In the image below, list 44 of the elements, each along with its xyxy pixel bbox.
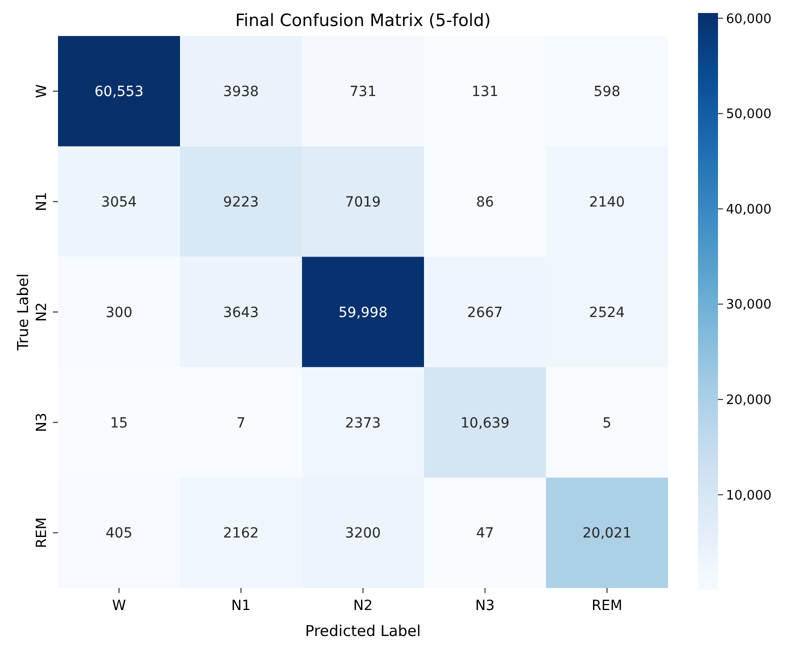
data-label: 2373 <box>345 415 381 432</box>
color-bar-label: 60,000 <box>726 12 772 27</box>
color-bar-label: 50,000 <box>726 107 772 122</box>
data-label: 3200 <box>345 526 381 542</box>
data-label: 20,021 <box>582 526 632 542</box>
data-label: 86 <box>476 194 494 210</box>
data-label: 60,553 <box>94 84 144 100</box>
color-bar-label: 40,000 <box>726 202 772 218</box>
color-bar-label: 10,000 <box>726 488 772 504</box>
data-label: 3054 <box>101 194 137 210</box>
x-tick-label: N2 <box>353 598 373 614</box>
data-label: 2524 <box>589 304 625 321</box>
color-bar-label: 20,000 <box>726 393 772 408</box>
data-label: 731 <box>350 84 376 100</box>
data-label: 405 <box>106 526 132 542</box>
data-label: 2162 <box>223 526 259 542</box>
data-label: 9223 <box>223 194 259 210</box>
data-label: 3938 <box>223 84 259 100</box>
data-label: 7 <box>236 415 246 432</box>
x-tick-label: N3 <box>475 598 495 614</box>
color-bar-label: 30,000 <box>726 298 772 313</box>
y-tick-label: N3 <box>34 412 50 432</box>
x-tick-label: N1 <box>231 598 251 614</box>
data-label: 300 <box>106 304 132 321</box>
y-tick-label: N1 <box>34 192 50 212</box>
x-tick-label: REM <box>592 598 622 614</box>
data-label: 59,998 <box>338 304 388 321</box>
chart-title: Final Confusion Matrix (5-fold) <box>235 11 491 31</box>
data-label: 2667 <box>467 304 503 321</box>
data-label: 2140 <box>589 194 625 210</box>
data-label: 3643 <box>223 304 259 321</box>
data-label: 47 <box>476 526 494 542</box>
data-label: 598 <box>594 84 620 100</box>
y-tick-label: REM <box>34 517 50 548</box>
x-tick-label: W <box>112 598 126 614</box>
data-label: 5 <box>602 415 612 432</box>
data-label: 131 <box>472 84 498 100</box>
x-axis-title: Predicted Label <box>305 622 421 640</box>
data-label: 15 <box>110 415 128 432</box>
y-tick-label: N2 <box>34 302 50 322</box>
data-label: 7019 <box>345 194 381 210</box>
y-tick-label: W <box>34 84 50 98</box>
data-label: 10,639 <box>460 415 510 432</box>
y-axis-title: True Label <box>14 273 32 352</box>
